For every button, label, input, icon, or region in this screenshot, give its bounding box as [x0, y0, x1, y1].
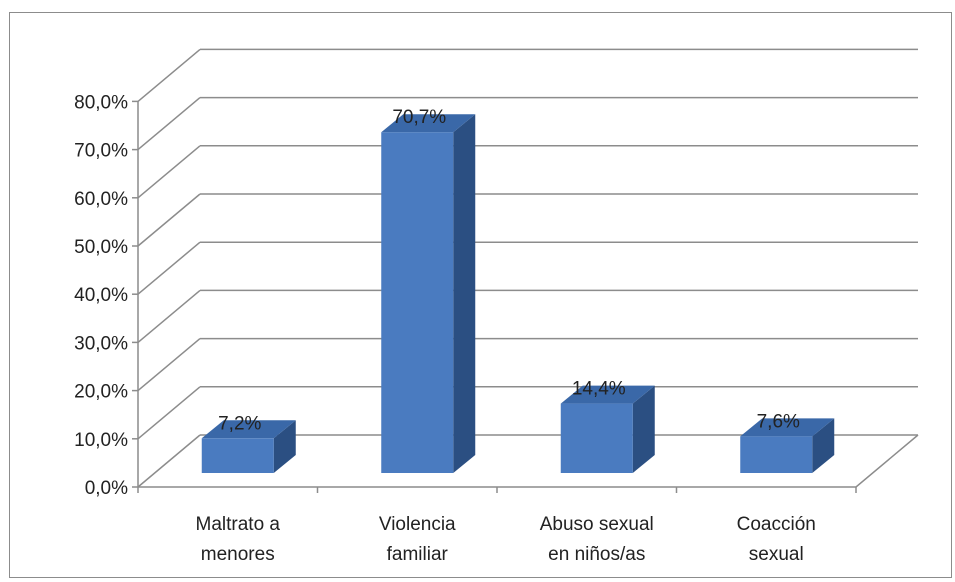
- bar-top: [740, 418, 835, 437]
- y-tick-label: 60,0%: [74, 189, 128, 210]
- gridline-depth: [137, 97, 201, 151]
- y-tick-label: 80,0%: [74, 92, 128, 113]
- bar-top: [201, 420, 296, 439]
- x-category-label: sexual: [749, 544, 804, 565]
- x-category-label: Maltrato a: [196, 514, 281, 535]
- x-category-label: Violencia: [379, 514, 456, 535]
- y-tick-label: 30,0%: [74, 333, 128, 354]
- y-tick-label: 40,0%: [74, 285, 128, 306]
- gridline-depth: [137, 48, 201, 102]
- gridline-depth: [137, 193, 201, 247]
- y-tick-label: 0,0%: [85, 478, 128, 499]
- data-label: 7,6%: [757, 411, 800, 432]
- y-tick-label: 50,0%: [74, 237, 128, 258]
- labels: 0,0% 10,0% 20,0% 30,0% 40,0% 50,0% 60,0% 70,0% 8…: [74, 92, 816, 565]
- x-category-label: en niños/as: [548, 544, 645, 565]
- chart-frame: [9, 12, 952, 578]
- x-category-label: familiar: [387, 544, 449, 565]
- bar-side: [453, 114, 476, 473]
- bar-top: [381, 114, 476, 133]
- bar-top: [560, 385, 655, 404]
- y-tick-label: 20,0%: [74, 382, 128, 403]
- y-tick-label: 70,0%: [74, 141, 128, 162]
- gridline-depth: [137, 434, 201, 488]
- y-tick-label: 10,0%: [74, 430, 128, 451]
- gridline-depth: [137, 386, 201, 440]
- bar-side: [812, 418, 835, 473]
- bar: [560, 403, 633, 473]
- gridlines: [132, 48, 919, 493]
- gridline-depth: [137, 338, 201, 392]
- gridline-depth: [137, 289, 201, 343]
- bar-side: [632, 385, 655, 473]
- bar: [201, 438, 274, 473]
- x-category-label: Abuso sexual: [540, 514, 654, 535]
- gridline-depth: [137, 145, 201, 199]
- x-category-label: Coacción: [737, 514, 816, 535]
- data-label: 70,7%: [392, 107, 446, 128]
- bar-side: [273, 420, 296, 473]
- bars: [201, 114, 835, 473]
- x-category-label: menores: [201, 544, 275, 565]
- gridline-depth: [137, 241, 201, 295]
- data-label: 7,2%: [218, 413, 261, 434]
- data-label: 14,4%: [572, 379, 626, 400]
- bar: [381, 132, 454, 473]
- bar: [740, 436, 813, 473]
